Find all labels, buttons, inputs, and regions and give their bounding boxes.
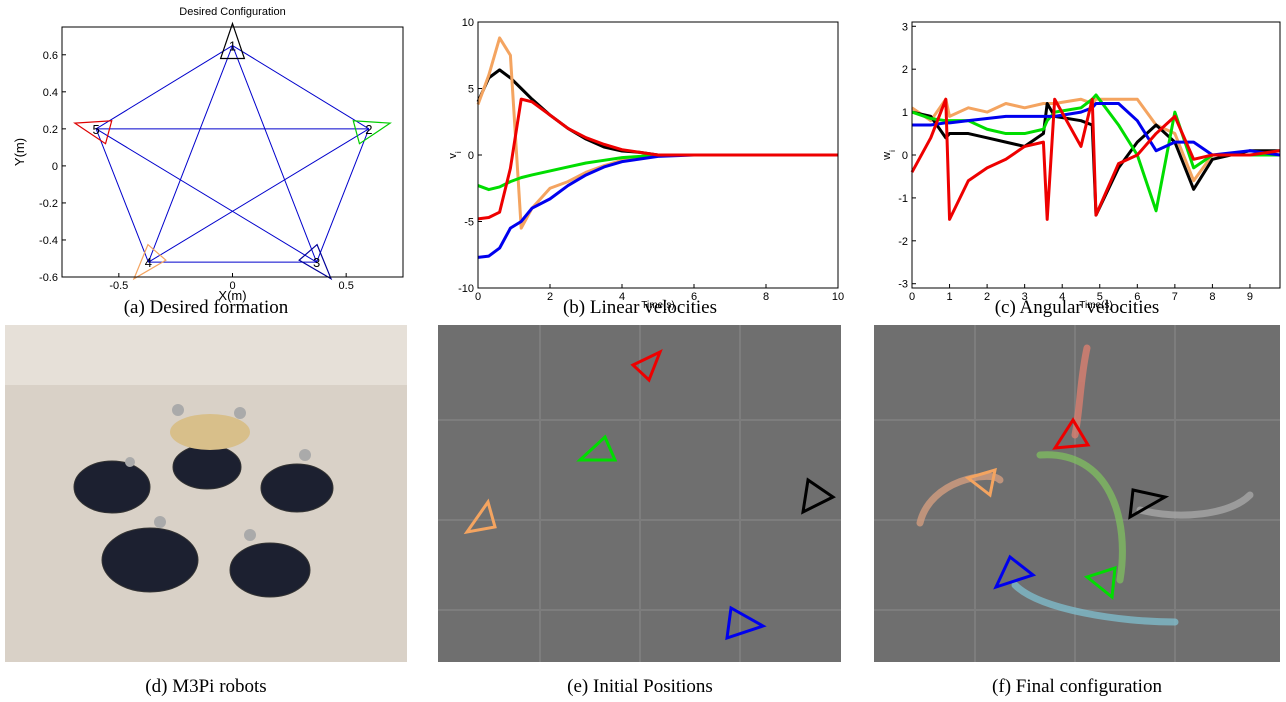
caption: (b) Linear velocities [563,297,717,318]
node-label: 1 [229,39,236,54]
photo-robots [5,325,407,662]
x-tick-label: 0.5 [339,280,354,292]
y-tick-label: 1 [902,107,908,119]
y-axis-label-sub: i [888,150,897,152]
y-axis-label-main: Y(m) [12,138,27,166]
y-axis-label: wi [881,150,897,161]
figure: (d) M3Pi robots (e) Initial Positions (f… [0,0,1286,702]
y-axis-label: vi [447,151,463,159]
y-tick-label: -2 [898,236,908,248]
y-tick-label: 5 [468,84,474,96]
y-tick-label: 0 [52,161,58,173]
node-label: 2 [365,122,372,137]
x-tick-label: 0 [475,291,481,303]
y-tick-label: -3 [898,279,908,291]
photo-initial [438,325,841,662]
x-tick-label: -0.5 [109,280,128,292]
x-tick-label: 9 [1247,291,1253,303]
y-axis-label-main: w [881,152,893,161]
y-tick-label: -0.6 [39,272,58,284]
y-tick-label: 0.4 [43,87,58,99]
x-tick-label: 0 [909,291,915,303]
y-tick-label: -10 [458,283,474,295]
y-tick-label: 0.2 [43,124,58,136]
y-tick-label: -5 [464,217,474,229]
x-tick-label: 2 [984,291,990,303]
y-tick-label: 3 [902,21,908,33]
node-label: 4 [145,255,152,270]
x-tick-label: 10 [832,291,844,303]
y-tick-label: 0 [468,150,474,162]
caption: (d) M3Pi robots [145,676,266,697]
x-tick-label: 2 [547,291,553,303]
y-axis-label: Y(m) [12,138,27,166]
caption: (c) Angular velocities [995,297,1160,318]
chart: Desired Configuration -0.5 0 0.5 -0.6 -0.4 -0.… [12,6,403,318]
y-tick-label: 0.6 [43,50,58,62]
node-label: 5 [92,122,99,137]
y-axis-label-sub: i [454,151,463,153]
plot-area [62,27,403,277]
caption: (a) Desired formation [124,297,289,318]
y-tick-label: 10 [462,17,474,29]
y-tick-label: 0 [902,150,908,162]
photo-final [874,325,1280,662]
caption: (f) Final configuration [992,676,1162,697]
node-label: 3 [313,255,320,270]
x-tick-label: 7 [1172,291,1178,303]
x-tick-label: 8 [1209,291,1215,303]
chart-title: Desired Configuration [179,6,285,18]
y-tick-label: -0.4 [39,235,58,247]
y-tick-label: -1 [898,193,908,205]
y-tick-label: -0.2 [39,198,58,210]
page: {"chart_data": [ {"type": "scatter", "ti… [0,0,1286,702]
caption: (e) Initial Positions [567,676,713,697]
x-tick-label: 8 [763,291,769,303]
y-tick-label: 2 [902,64,908,76]
x-tick-label: 1 [946,291,952,303]
